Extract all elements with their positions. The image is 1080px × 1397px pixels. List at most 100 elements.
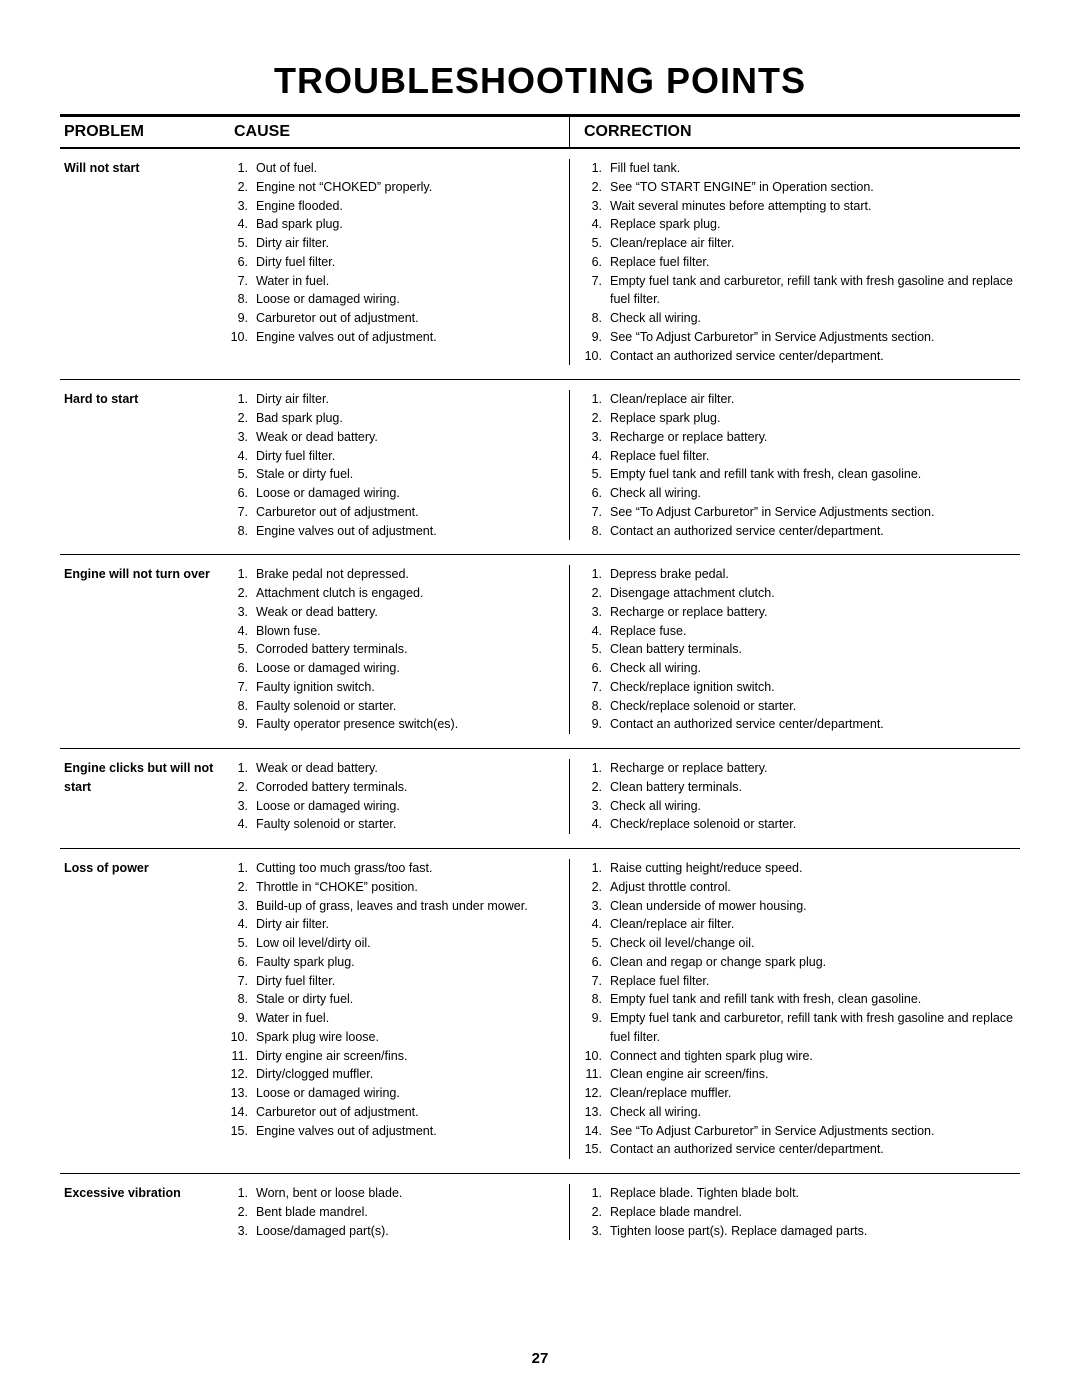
correction-item: 4.Check/replace solenoid or starter. (584, 815, 1020, 834)
list-text: Clean battery terminals. (610, 640, 1020, 659)
list-text: Brake pedal not depressed. (256, 565, 559, 584)
list-text: Check/replace ignition switch. (610, 678, 1020, 697)
list-number: 4. (584, 915, 610, 934)
correction-item: 2.See “TO START ENGINE” in Operation sec… (584, 178, 1020, 197)
list-text: Faulty ignition switch. (256, 678, 559, 697)
list-number: 4. (230, 215, 256, 234)
cause-item: 9.Carburetor out of adjustment. (230, 309, 559, 328)
list-number: 1. (230, 159, 256, 178)
list-text: Replace fuel filter. (610, 447, 1020, 466)
cause-item: 2.Bent blade mandrel. (230, 1203, 559, 1222)
cause-item: 1.Worn, bent or loose blade. (230, 1184, 559, 1203)
list-number: 5. (584, 934, 610, 953)
list-text: Recharge or replace battery. (610, 428, 1020, 447)
correction-item: 9.See “To Adjust Carburetor” in Service … (584, 328, 1020, 347)
cause-item: 4.Dirty air filter. (230, 915, 559, 934)
list-text: Replace fuel filter. (610, 253, 1020, 272)
list-text: Depress brake pedal. (610, 565, 1020, 584)
list-text: Replace blade. Tighten blade bolt. (610, 1184, 1020, 1203)
list-text: Replace blade mandrel. (610, 1203, 1020, 1222)
cause-column: 1.Out of fuel.2.Engine not “CHOKED” prop… (230, 159, 570, 365)
list-number: 5. (584, 465, 610, 484)
correction-item: 8.Empty fuel tank and refill tank with f… (584, 990, 1020, 1009)
cause-item: 6.Faulty spark plug. (230, 953, 559, 972)
cause-item: 1.Cutting too much grass/too fast. (230, 859, 559, 878)
list-text: Contact an authorized service center/dep… (610, 522, 1020, 541)
troubleshooting-section: Engine will not turn over1.Brake pedal n… (60, 555, 1020, 749)
list-number: 1. (584, 859, 610, 878)
list-number: 9. (230, 715, 256, 734)
cause-item: 4.Bad spark plug. (230, 215, 559, 234)
correction-item: 9.Empty fuel tank and carburetor, refill… (584, 1009, 1020, 1047)
list-number: 4. (584, 622, 610, 641)
list-number: 5. (230, 465, 256, 484)
list-text: Dirty air filter. (256, 915, 559, 934)
cause-column: 1.Worn, bent or loose blade.2.Bent blade… (230, 1184, 570, 1240)
correction-item: 5.Check oil level/change oil. (584, 934, 1020, 953)
list-number: 9. (584, 1009, 610, 1028)
list-text: Check all wiring. (610, 659, 1020, 678)
list-text: Clean/replace air filter. (610, 390, 1020, 409)
header-correction: CORRECTION (570, 117, 1020, 147)
list-text: See “To Adjust Carburetor” in Service Ad… (610, 1122, 1020, 1141)
cause-item: 6.Dirty fuel filter. (230, 253, 559, 272)
correction-item: 7.Replace fuel filter. (584, 972, 1020, 991)
list-number: 6. (584, 484, 610, 503)
list-number: 8. (230, 290, 256, 309)
list-text: Dirty air filter. (256, 234, 559, 253)
correction-column: 1.Fill fuel tank.2.See “TO START ENGINE”… (570, 159, 1020, 365)
cause-item: 4.Dirty fuel filter. (230, 447, 559, 466)
cause-list: 1.Cutting too much grass/too fast.2.Thro… (230, 859, 559, 1140)
page-number: 27 (0, 1350, 1080, 1367)
list-number: 2. (584, 178, 610, 197)
list-number: 14. (230, 1103, 256, 1122)
list-number: 5. (584, 640, 610, 659)
correction-item: 3.Recharge or replace battery. (584, 428, 1020, 447)
correction-item: 3.Recharge or replace battery. (584, 603, 1020, 622)
list-text: Bad spark plug. (256, 215, 559, 234)
correction-item: 3.Tighten loose part(s). Replace damaged… (584, 1222, 1020, 1241)
cause-item: 5.Low oil level/dirty oil. (230, 934, 559, 953)
list-text: Replace spark plug. (610, 409, 1020, 428)
list-text: Replace fuse. (610, 622, 1020, 641)
header-problem: PROBLEM (60, 117, 230, 147)
correction-item: 2.Replace blade mandrel. (584, 1203, 1020, 1222)
list-text: Raise cutting height/reduce speed. (610, 859, 1020, 878)
cause-item: 7.Dirty fuel filter. (230, 972, 559, 991)
list-text: Check all wiring. (610, 309, 1020, 328)
correction-column: 1.Raise cutting height/reduce speed.2.Ad… (570, 859, 1020, 1159)
correction-item: 4.Replace fuse. (584, 622, 1020, 641)
list-number: 10. (584, 347, 610, 366)
cause-item: 8.Loose or damaged wiring. (230, 290, 559, 309)
list-text: Weak or dead battery. (256, 759, 559, 778)
list-number: 7. (230, 503, 256, 522)
list-number: 5. (230, 234, 256, 253)
correction-item: 15.Contact an authorized service center/… (584, 1140, 1020, 1159)
list-number: 5. (230, 934, 256, 953)
list-number: 8. (230, 522, 256, 541)
correction-item: 14.See “To Adjust Carburetor” in Service… (584, 1122, 1020, 1141)
cause-item: 8.Faulty solenoid or starter. (230, 697, 559, 716)
list-number: 6. (230, 659, 256, 678)
problem-label: Engine will not turn over (60, 565, 230, 734)
list-text: Fill fuel tank. (610, 159, 1020, 178)
list-number: 2. (584, 1203, 610, 1222)
list-text: Recharge or replace battery. (610, 759, 1020, 778)
cause-list: 1.Worn, bent or loose blade.2.Bent blade… (230, 1184, 559, 1240)
cause-item: 10.Engine valves out of adjustment. (230, 328, 559, 347)
list-number: 1. (584, 1184, 610, 1203)
list-number: 8. (230, 990, 256, 1009)
list-text: Throttle in “CHOKE” position. (256, 878, 559, 897)
list-number: 4. (584, 815, 610, 834)
correction-column: 1.Recharge or replace battery.2.Clean ba… (570, 759, 1020, 834)
cause-column: 1.Brake pedal not depressed.2.Attachment… (230, 565, 570, 734)
list-number: 7. (584, 272, 610, 291)
correction-item: 7.See “To Adjust Carburetor” in Service … (584, 503, 1020, 522)
list-text: Clean and regap or change spark plug. (610, 953, 1020, 972)
list-number: 4. (230, 915, 256, 934)
correction-list: 1.Replace blade. Tighten blade bolt.2.Re… (584, 1184, 1020, 1240)
list-number: 4. (230, 622, 256, 641)
list-text: Adjust throttle control. (610, 878, 1020, 897)
list-number: 5. (230, 640, 256, 659)
correction-item: 12.Clean/replace muffler. (584, 1084, 1020, 1103)
